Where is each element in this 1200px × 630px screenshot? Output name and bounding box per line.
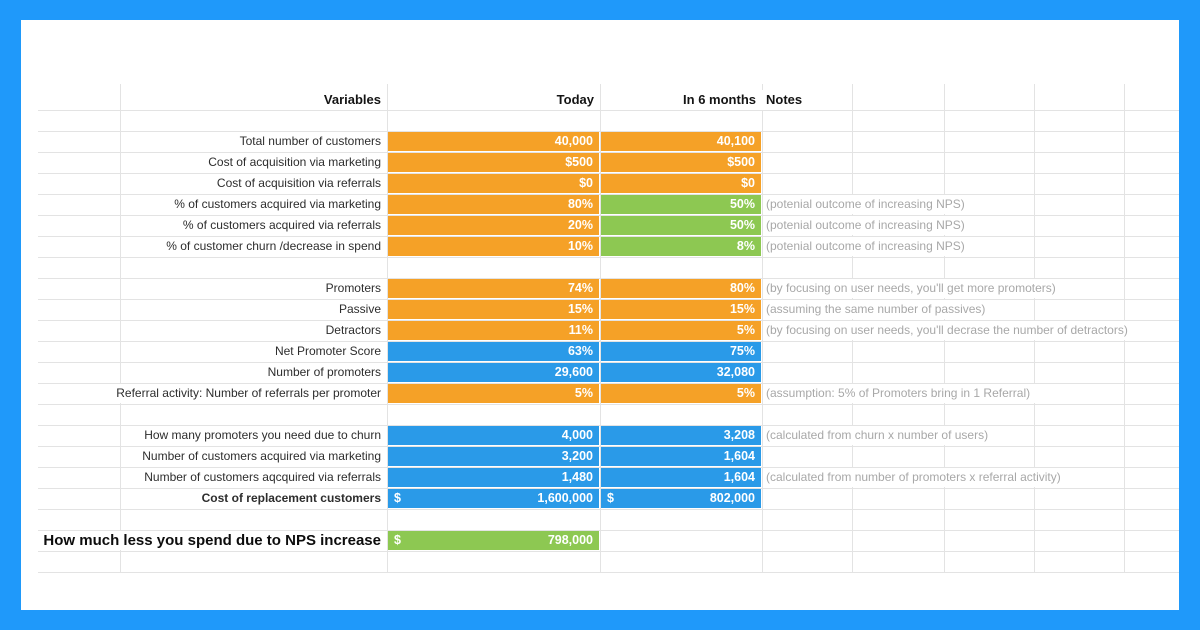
- note-cell[interactable]: (calculated from churn x number of users…: [766, 426, 997, 445]
- column-header-today[interactable]: Today: [550, 90, 600, 110]
- note-cell[interactable]: (calculated from number of promoters x r…: [766, 468, 1069, 487]
- row-label-cell[interactable]: Cost of acquisition via referrals: [210, 174, 387, 193]
- today-value-cell[interactable]: 74%: [388, 279, 599, 298]
- today-value-cell[interactable]: 63%: [388, 342, 599, 361]
- in6-value-cell[interactable]: 8%: [601, 237, 761, 256]
- row-label-cell[interactable]: How many promoters you need due to churn: [138, 426, 387, 445]
- row-label-cell[interactable]: Number of promoters: [261, 363, 387, 382]
- in6-value-cell[interactable]: 32,080: [601, 363, 761, 382]
- currency-symbol: $: [607, 491, 614, 505]
- row-label-cell[interactable]: Number of customers aqcquired via referr…: [138, 468, 387, 487]
- today-value-cell[interactable]: 15%: [388, 300, 599, 319]
- in6-value-cell[interactable]: 75%: [601, 342, 761, 361]
- column-gridline: [600, 84, 601, 573]
- in6-value-cell[interactable]: 80%: [601, 279, 761, 298]
- amount: 802,000: [709, 491, 755, 505]
- today-value-cell[interactable]: 80%: [388, 195, 599, 214]
- note-cell[interactable]: (by focusing on user needs, you'll get m…: [766, 279, 1064, 298]
- in6-value-cell[interactable]: $500: [601, 153, 761, 172]
- row-label-cell[interactable]: Passive: [332, 300, 387, 319]
- row-label-cell[interactable]: Cost of replacement customers: [195, 489, 387, 508]
- today-value-cell[interactable]: $0: [388, 174, 599, 193]
- row-label-cell[interactable]: % of customer churn /decrease in spend: [160, 237, 387, 256]
- column-gridline: [762, 84, 763, 573]
- note-cell[interactable]: (potenial outcome of increasing NPS): [766, 216, 973, 235]
- currency-symbol: $: [394, 533, 401, 547]
- in6-value-cell[interactable]: 1,604: [601, 447, 761, 466]
- row-label-cell[interactable]: Net Promoter Score: [268, 342, 387, 361]
- note-cell[interactable]: (potenial outcome of increasing NPS): [766, 195, 973, 214]
- amount: 798,000: [547, 533, 593, 547]
- in6-value-cell[interactable]: 5%: [601, 321, 761, 340]
- column-gridline: [387, 84, 388, 573]
- today-value-cell[interactable]: 11%: [388, 321, 599, 340]
- in6-value-cell[interactable]: 3,208: [601, 426, 761, 445]
- row-label-cell[interactable]: Total number of customers: [233, 132, 387, 151]
- in6-value-cell[interactable]: $0: [601, 174, 761, 193]
- row-label-cell[interactable]: % of customers acquired via referrals: [176, 216, 387, 235]
- column-header-variables[interactable]: Variables: [317, 90, 387, 110]
- in6-value-cell[interactable]: 15%: [601, 300, 761, 319]
- column-header-in-6-months[interactable]: In 6 months: [677, 90, 762, 110]
- row-label-cell[interactable]: Detractors: [319, 321, 387, 340]
- in6-value-cell[interactable]: $ 802,000: [601, 489, 761, 508]
- note-cell[interactable]: (assuming the same number of passives): [766, 300, 994, 319]
- today-value-cell[interactable]: 5%: [388, 384, 599, 403]
- note-cell[interactable]: (potenial outcome of increasing NPS): [766, 237, 973, 256]
- today-value-cell[interactable]: 1,480: [388, 468, 599, 487]
- in6-value-cell[interactable]: 40,100: [601, 132, 761, 151]
- row-label-cell[interactable]: Referral activity: Number of referrals p…: [110, 384, 387, 403]
- note-cell[interactable]: (by focusing on user needs, you'll decra…: [766, 321, 1136, 340]
- spreadsheet-page: Variables Today In 6 months Notes Total …: [21, 20, 1179, 610]
- summary-value-cell[interactable]: $ 798,000: [388, 531, 599, 550]
- row-label-cell[interactable]: Number of customers acquired via marketi…: [136, 447, 387, 466]
- today-value-cell[interactable]: 3,200: [388, 447, 599, 466]
- amount: 1,600,000: [537, 491, 593, 505]
- today-value-cell[interactable]: 4,000: [388, 426, 599, 445]
- row-label-cell[interactable]: Promoters: [319, 279, 387, 298]
- column-gridline: [120, 84, 121, 573]
- in6-value-cell[interactable]: 5%: [601, 384, 761, 403]
- in6-value-cell[interactable]: 50%: [601, 216, 761, 235]
- note-cell[interactable]: (assumption: 5% of Promoters bring in 1 …: [766, 384, 1039, 403]
- row-label-cell[interactable]: Cost of acquisition via marketing: [202, 153, 387, 172]
- row-label-cell[interactable]: % of customers acquired via marketing: [168, 195, 387, 214]
- today-value-cell[interactable]: 10%: [388, 237, 599, 256]
- today-value-cell[interactable]: 29,600: [388, 363, 599, 382]
- in6-value-cell[interactable]: 1,604: [601, 468, 761, 487]
- currency-symbol: $: [394, 491, 401, 505]
- today-value-cell[interactable]: 40,000: [388, 132, 599, 151]
- column-header-notes[interactable]: Notes: [760, 90, 809, 110]
- today-value-cell[interactable]: $500: [388, 153, 599, 172]
- in6-value-cell[interactable]: 50%: [601, 195, 761, 214]
- today-value-cell[interactable]: 20%: [388, 216, 599, 235]
- today-value-cell[interactable]: $ 1,600,000: [388, 489, 599, 508]
- summary-label-cell[interactable]: How much less you spend due to NPS incre…: [37, 531, 387, 550]
